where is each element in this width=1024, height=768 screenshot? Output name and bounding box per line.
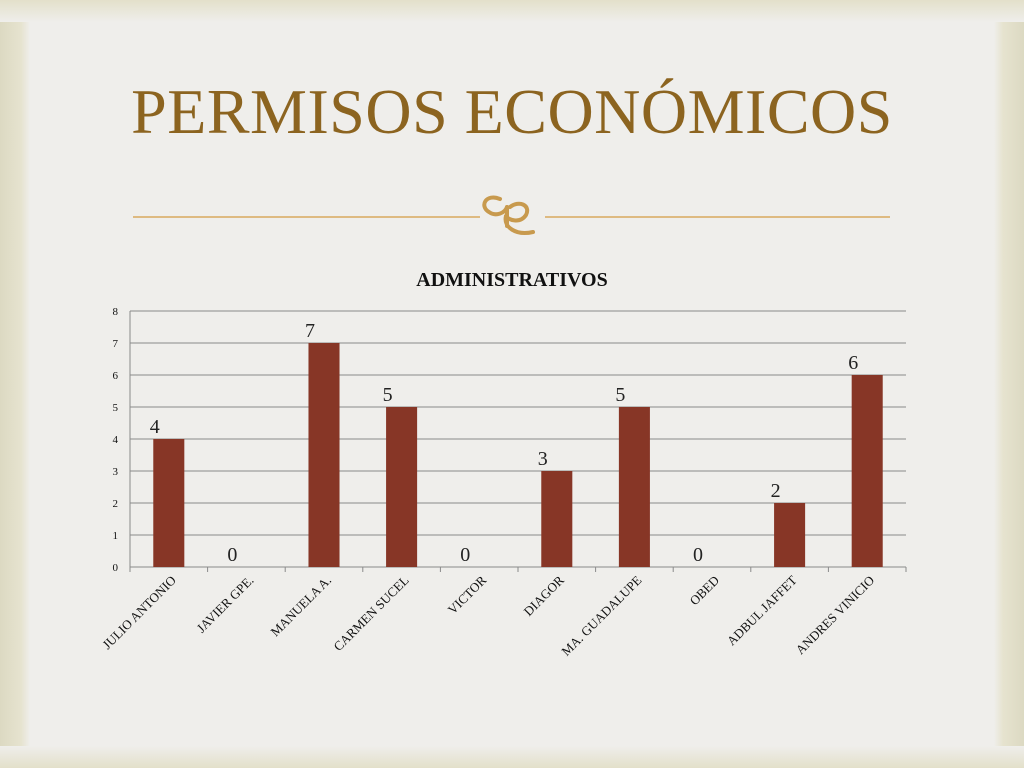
- data-label: 6: [848, 352, 858, 374]
- x-category-label: OBED: [686, 573, 722, 609]
- data-label: 5: [615, 384, 625, 406]
- y-tick-label: 7: [113, 338, 119, 350]
- y-tick-label: 4: [113, 434, 119, 446]
- data-label: 2: [771, 480, 781, 502]
- slide-border-bottom: [0, 746, 1024, 768]
- bar: [308, 343, 340, 567]
- slide-border-top: [0, 0, 1024, 22]
- data-label: 4: [150, 416, 160, 438]
- fleuron-icon: [482, 195, 535, 235]
- y-tick-label: 2: [113, 498, 119, 510]
- x-category-label: JAVIER GPE.: [193, 573, 256, 636]
- data-label: 0: [227, 544, 237, 566]
- y-tick-label: 6: [113, 370, 119, 382]
- bar: [851, 375, 883, 567]
- x-category-label: VICTOR: [445, 572, 490, 617]
- bar: [774, 503, 806, 567]
- y-tick-label: 3: [113, 466, 119, 478]
- data-label: 3: [538, 448, 548, 470]
- data-label: 5: [383, 384, 393, 406]
- x-category-label: MA. GUADALUPE: [558, 572, 644, 658]
- y-tick-label: 5: [113, 402, 119, 414]
- x-category-label: MANUELA A.: [267, 573, 334, 640]
- slide-border-right: [994, 0, 1024, 768]
- title-divider: [133, 195, 890, 235]
- bar: [386, 407, 418, 567]
- bar: [153, 439, 185, 567]
- y-tick-label: 8: [113, 306, 119, 318]
- x-category-label: DIAGOR: [521, 572, 568, 619]
- slide-border-left: [0, 0, 30, 768]
- x-category-label: CARMEN SUCEL: [330, 572, 411, 653]
- x-category-label: ADBUL JAFFET: [724, 572, 800, 648]
- data-label: 7: [305, 320, 315, 342]
- slide-title: PERMISOS ECONÓMICOS: [131, 76, 893, 147]
- x-category-label: ANDRES VINICIO: [793, 573, 878, 658]
- data-label: 0: [460, 544, 470, 566]
- data-label: 0: [693, 544, 703, 566]
- y-tick-label: 1: [113, 530, 119, 542]
- bar: [618, 407, 650, 567]
- chart-title: ADMINISTRATIVOS: [416, 269, 607, 291]
- bar: [541, 471, 573, 567]
- y-tick-label: 0: [113, 562, 119, 574]
- x-category-label: JULIO ANTONIO: [99, 573, 179, 653]
